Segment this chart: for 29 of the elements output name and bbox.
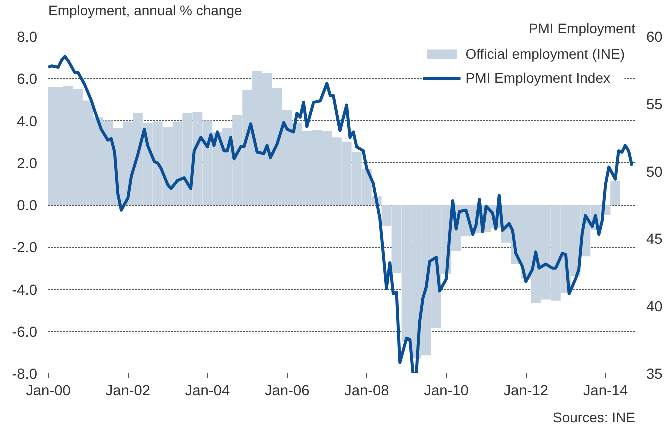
x-tick-label: Jan-00 (26, 384, 71, 400)
y-tick-label: 6.0 (17, 72, 38, 88)
y-tick-label: -8.0 (12, 367, 38, 383)
y2-tick-label: 40 (646, 300, 663, 316)
y2-tick-label: 55 (646, 97, 663, 114)
x-tick-label: Jan-10 (424, 384, 469, 400)
y2-tick-label: 60 (646, 30, 663, 46)
x-tick-label: Jan-02 (106, 384, 151, 400)
x-tick-label: Jan-14 (583, 384, 628, 400)
bar (610, 181, 621, 205)
x-tick-label: Jan-12 (504, 384, 549, 400)
y2-axis-title: PMI Employment (528, 20, 636, 36)
x-tick-label: Jan-06 (264, 384, 310, 400)
y-tick-label: -2.0 (12, 240, 38, 257)
y2-tick-label: 35 (646, 367, 663, 383)
y-tick-label: 8.0 (17, 30, 38, 46)
x-tick-label: Jan-04 (185, 384, 230, 400)
source-note: Sources: INE (553, 410, 636, 426)
y-axis-title: Employment, annual % change (48, 2, 242, 18)
legend-label: PMI Employment Index (466, 70, 610, 86)
legend-label: Official employment (INE) (466, 46, 625, 62)
x-tick-label: Jan-08 (344, 384, 390, 400)
y-tick-label: -4.0 (12, 282, 38, 299)
y-tick-label: 0.0 (17, 198, 38, 214)
y2-tick-label: 45 (646, 232, 663, 248)
y-tick-label: 2.0 (17, 156, 38, 172)
y2-tick-label: 50 (646, 164, 663, 181)
y-tick-label: -6.0 (12, 324, 38, 341)
y-tick-label: 4.0 (17, 114, 38, 130)
